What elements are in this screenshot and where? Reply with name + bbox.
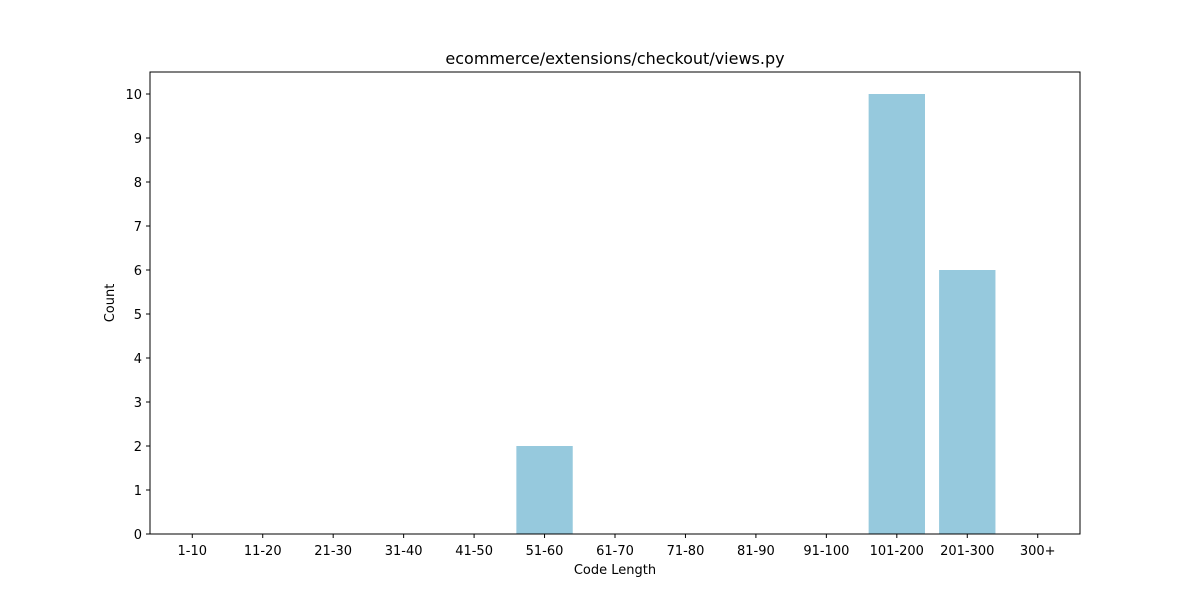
x-tick-label: 300+ [1020, 544, 1056, 559]
y-tick-label: 4 [134, 352, 142, 367]
x-tick-label: 201-300 [940, 544, 994, 559]
x-tick-label: 101-200 [870, 544, 924, 559]
x-tick-label: 21-30 [314, 544, 352, 559]
x-tick-label: 61-70 [596, 544, 634, 559]
x-tick-label: 11-20 [244, 544, 282, 559]
x-tick-label: 91-100 [803, 544, 849, 559]
chart-title: ecommerce/extensions/checkout/views.py [445, 49, 784, 68]
bar-51-60 [516, 446, 573, 534]
y-tick-label: 1 [134, 484, 142, 499]
x-tick-label: 41-50 [455, 544, 493, 559]
y-tick-label: 0 [134, 528, 142, 543]
x-tick-label: 81-90 [737, 544, 775, 559]
y-tick-label: 5 [134, 308, 142, 323]
y-tick-label: 9 [134, 132, 142, 147]
x-axis: 1-10 11-20 21-30 31-40 41-50 51-60 61-70 71-80 8… [178, 534, 1056, 559]
x-tick-label: 71-80 [667, 544, 705, 559]
y-tick-label: 2 [134, 440, 142, 455]
y-tick-label: 6 [134, 264, 142, 279]
x-tick-label: 31-40 [385, 544, 423, 559]
y-tick-label: 10 [125, 88, 142, 103]
y-axis-label: Count [103, 284, 118, 323]
x-axis-label: Code Length [574, 563, 656, 578]
bar-201-300 [939, 270, 996, 534]
bars-group [516, 94, 996, 534]
x-tick-label: 1-10 [178, 544, 208, 559]
y-tick-label: 7 [134, 220, 142, 235]
bar-101-200 [868, 94, 925, 534]
x-tick-label: 51-60 [526, 544, 564, 559]
y-tick-label: 3 [134, 396, 142, 411]
y-tick-label: 8 [134, 176, 142, 191]
y-axis: 0 1 2 3 4 5 6 7 8 9 10 [125, 88, 150, 543]
